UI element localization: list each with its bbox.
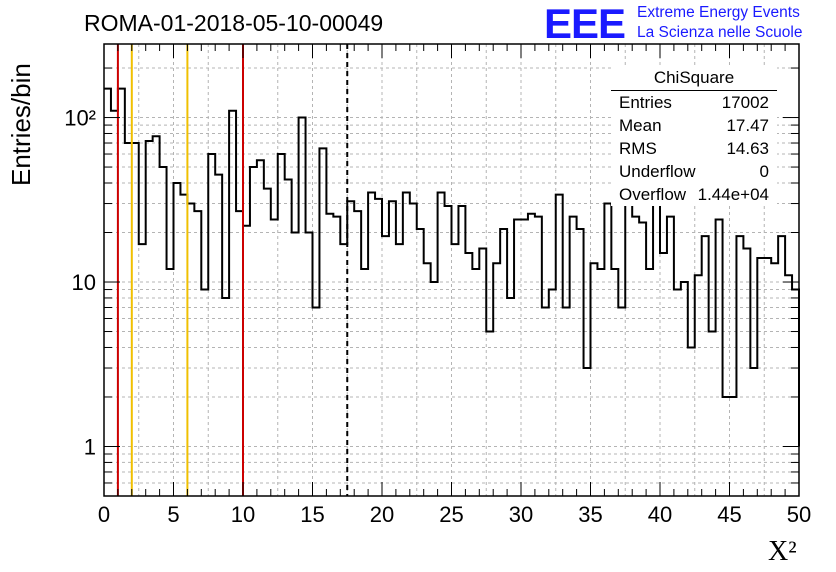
stats-value: 17.47 bbox=[726, 116, 769, 135]
y-tick-label: 10 bbox=[72, 270, 96, 295]
stats-title: ChiSquare bbox=[653, 68, 735, 87]
stats-value: 0 bbox=[759, 162, 769, 181]
stats-key: Overflow bbox=[619, 185, 687, 204]
stats-key: Entries bbox=[619, 93, 672, 112]
chart-title: ROMA-01-2018-05-10-00049 bbox=[84, 10, 384, 36]
stats-box: ChiSquare Entries 17002 Mean 17.47 RMS 1… bbox=[611, 66, 777, 206]
stats-row-rms: RMS 14.63 bbox=[619, 139, 769, 161]
x-tick-label: 5 bbox=[167, 502, 179, 527]
stats-key: Mean bbox=[619, 116, 662, 135]
x-tick-label: 15 bbox=[300, 502, 324, 527]
stats-divider bbox=[611, 90, 777, 91]
x-tick-label: 25 bbox=[439, 502, 463, 527]
x-tick-label: 20 bbox=[370, 502, 394, 527]
logo-line-1: Extreme Energy Events bbox=[637, 4, 800, 21]
stats-key: RMS bbox=[619, 139, 657, 158]
stats-key: Underflow bbox=[619, 162, 696, 181]
stats-value: 1.44e+04 bbox=[697, 185, 769, 204]
histogram-series bbox=[104, 87, 800, 447]
eee-logo-mark: EEE bbox=[544, 0, 625, 44]
y-tick-label: 1 bbox=[84, 434, 96, 459]
x-tick-label: 10 bbox=[231, 502, 255, 527]
x-axis-label: X² bbox=[768, 536, 797, 567]
stats-row-underflow: Underflow 0 bbox=[619, 162, 769, 184]
stats-row-mean: Mean 17.47 bbox=[619, 116, 769, 138]
x-tick-label: 40 bbox=[648, 502, 672, 527]
logo-line-2: La Scienza nelle Scuole bbox=[637, 24, 803, 41]
stats-row-overflow: Overflow 1.44e+04 bbox=[619, 185, 769, 207]
y-tick-label: 10² bbox=[64, 106, 96, 131]
eee-logo: EEE bbox=[544, 0, 626, 44]
x-tick-label: 30 bbox=[509, 502, 533, 527]
x-tick-label: 50 bbox=[787, 502, 811, 527]
x-tick-label: 45 bbox=[717, 502, 741, 527]
x-tick-label: 35 bbox=[578, 502, 602, 527]
y-axis-label: Entries/bin bbox=[6, 63, 36, 186]
stats-value: 17002 bbox=[721, 93, 769, 112]
stats-row-entries: Entries 17002 bbox=[619, 93, 769, 115]
stats-value: 14.63 bbox=[726, 139, 769, 158]
x-tick-label: 0 bbox=[98, 502, 110, 527]
